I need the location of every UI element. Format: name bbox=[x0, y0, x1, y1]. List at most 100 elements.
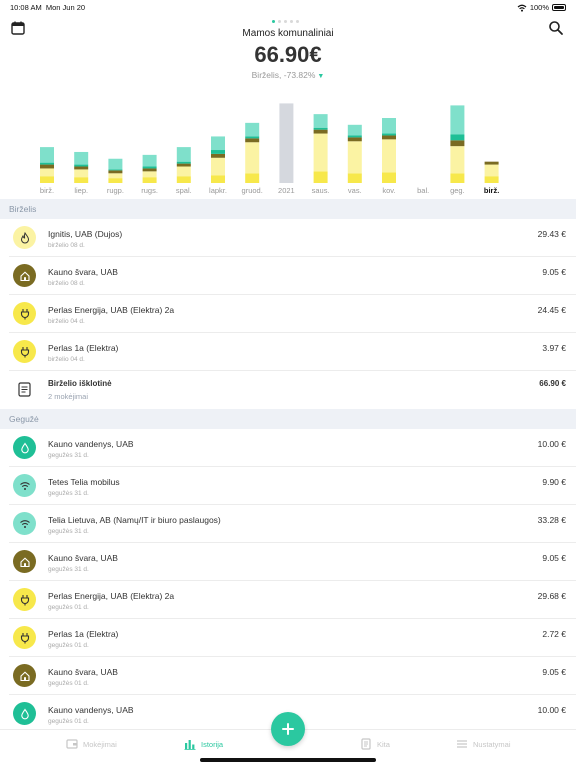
payment-row[interactable]: Kauno švara, UAB gegužės 31 d. 9.05 € bbox=[9, 543, 576, 581]
bar-segment[interactable] bbox=[40, 176, 54, 183]
tab-other[interactable]: Kita bbox=[360, 738, 390, 750]
bar-segment[interactable] bbox=[347, 173, 362, 183]
tab-settings[interactable]: Nustatymai bbox=[456, 738, 511, 750]
bar-segment[interactable] bbox=[382, 172, 396, 183]
payment-row[interactable]: Perlas 1a (Elektra) birželio 04 d. 3.97 € bbox=[9, 333, 576, 371]
bar-segment[interactable] bbox=[40, 168, 54, 177]
x-tick-label[interactable]: liep. bbox=[74, 186, 88, 195]
x-tick-label[interactable]: saus. bbox=[312, 186, 330, 195]
bar-segment[interactable] bbox=[211, 136, 225, 151]
bar-segment[interactable] bbox=[382, 139, 396, 173]
bar-segment[interactable] bbox=[74, 166, 89, 170]
add-payment-button[interactable] bbox=[271, 712, 305, 746]
bar-segment[interactable] bbox=[40, 147, 54, 163]
payment-row[interactable]: Tetes Telia mobilus gegužės 31 d. 9.90 € bbox=[9, 467, 576, 505]
tab-history[interactable]: Istorija bbox=[184, 738, 223, 750]
bar-segment[interactable] bbox=[245, 138, 260, 143]
payment-date: birželio 04 d. bbox=[48, 318, 85, 325]
bar-segment[interactable] bbox=[313, 129, 328, 134]
x-tick-label[interactable]: birž. bbox=[40, 186, 54, 195]
bar-segment[interactable] bbox=[211, 153, 225, 158]
bar-segment[interactable] bbox=[176, 161, 191, 164]
bar-segment[interactable] bbox=[142, 168, 157, 172]
bar-segment[interactable] bbox=[484, 161, 499, 165]
bar-segment[interactable] bbox=[142, 177, 157, 183]
payment-row[interactable]: Kauno švara, UAB birželio 08 d. 9.05 € bbox=[9, 257, 576, 295]
bar-segment[interactable] bbox=[245, 122, 260, 137]
payment-row[interactable]: Perlas 1a (Elektra) gegužės 01 d. 2.72 € bbox=[9, 619, 576, 657]
bar-segment[interactable] bbox=[108, 169, 123, 171]
bar-segment[interactable] bbox=[142, 166, 157, 169]
tab-payments[interactable]: Mokėjimai bbox=[66, 738, 117, 750]
bar-segment[interactable] bbox=[176, 176, 191, 183]
x-tick-label[interactable]: gruod. bbox=[242, 186, 263, 195]
bar-segment[interactable] bbox=[347, 124, 362, 136]
x-tick-label[interactable]: spal. bbox=[176, 186, 192, 195]
bar-segment[interactable] bbox=[108, 170, 123, 174]
bar-segment[interactable] bbox=[245, 142, 260, 174]
payment-date: gegužės 01 d. bbox=[48, 604, 89, 611]
bar-segment[interactable] bbox=[450, 146, 465, 174]
bar-segment[interactable] bbox=[313, 171, 328, 183]
x-tick-label[interactable]: birž. bbox=[484, 186, 499, 195]
bar-segment[interactable] bbox=[382, 118, 396, 134]
bar-segment[interactable] bbox=[142, 154, 157, 167]
payment-row[interactable]: Kauno vandenys, UAB gegužės 01 d. 10.00 € bbox=[9, 695, 576, 729]
bar-segment[interactable] bbox=[176, 163, 191, 167]
bar-segment[interactable] bbox=[40, 162, 54, 165]
bar-segment[interactable] bbox=[450, 134, 465, 141]
bar-segment[interactable] bbox=[211, 157, 225, 176]
x-tick-label[interactable]: vas. bbox=[348, 186, 362, 195]
account-title[interactable]: Mamos komunaliniai bbox=[242, 28, 334, 39]
bar-segment[interactable] bbox=[245, 136, 260, 139]
period-selector[interactable]: Birželis, -73.82% ▼ bbox=[0, 70, 576, 80]
bar-segment[interactable] bbox=[484, 176, 499, 183]
calendar-icon[interactable] bbox=[10, 20, 26, 36]
payment-row[interactable]: Kauno švara, UAB gegužės 01 d. 9.05 € bbox=[9, 657, 576, 695]
bar-segment[interactable] bbox=[245, 173, 260, 183]
x-tick-label[interactable]: lapkr. bbox=[209, 186, 227, 195]
bar-segment[interactable] bbox=[40, 164, 54, 169]
bar-segment[interactable] bbox=[142, 171, 157, 178]
payment-row[interactable]: Kauno vandenys, UAB gegužės 31 d. 10.00 € bbox=[9, 429, 576, 467]
bar-segment[interactable] bbox=[108, 173, 123, 179]
bar-segment[interactable] bbox=[347, 137, 362, 142]
x-tick-label[interactable]: rugp. bbox=[107, 186, 124, 195]
bar-segment[interactable] bbox=[382, 135, 396, 140]
x-tick-label[interactable]: geg. bbox=[450, 186, 465, 195]
payment-row[interactable]: Perlas Energija, UAB (Elektra) 2a gegužės… bbox=[9, 581, 576, 619]
bar-segment[interactable] bbox=[108, 178, 123, 183]
search-icon[interactable] bbox=[548, 20, 564, 36]
payment-row[interactable]: Perlas Energija, UAB (Elektra) 2a birželi… bbox=[9, 295, 576, 333]
bar-segment[interactable] bbox=[176, 147, 191, 162]
bar-segment[interactable] bbox=[74, 164, 89, 167]
bar-segment[interactable] bbox=[450, 173, 465, 183]
x-tick-label[interactable]: rugs. bbox=[141, 186, 158, 195]
bar-segment[interactable] bbox=[313, 114, 328, 128]
bar-segment[interactable] bbox=[450, 105, 465, 135]
bar-segment[interactable] bbox=[347, 135, 362, 138]
x-tick-label[interactable]: kov. bbox=[382, 186, 395, 195]
bar-segment[interactable] bbox=[74, 169, 89, 178]
page-indicator[interactable] bbox=[272, 20, 299, 23]
bar-segment[interactable] bbox=[313, 127, 328, 130]
month-summary-row[interactable]: Birželio išklotinė 2 mokėjimai 66.90 € bbox=[9, 371, 576, 409]
bar-segment[interactable] bbox=[347, 141, 362, 174]
bar-segment[interactable] bbox=[484, 164, 499, 177]
bar-segment[interactable] bbox=[108, 158, 123, 170]
x-tick-label[interactable]: bal. bbox=[417, 186, 429, 195]
bar-segment[interactable] bbox=[382, 133, 396, 136]
bar-segment[interactable] bbox=[176, 166, 191, 177]
bar-segment[interactable] bbox=[211, 175, 225, 183]
bar-segment[interactable] bbox=[211, 150, 225, 154]
payee-name: Ignitis, UAB (Dujos) bbox=[48, 229, 123, 239]
bar-segment[interactable] bbox=[74, 151, 89, 165]
bar-segment[interactable] bbox=[313, 133, 328, 172]
payee-name: Kauno vandenys, UAB bbox=[48, 439, 134, 449]
bar-segment[interactable] bbox=[74, 177, 89, 183]
flame-icon bbox=[13, 226, 36, 249]
payment-row[interactable]: Telia Lietuva, AB (Namų/IT ir biuro pasl… bbox=[9, 505, 576, 543]
bar-segment[interactable] bbox=[450, 140, 465, 147]
payment-row[interactable]: Ignitis, UAB (Dujos) birželio 08 d. 29.43 … bbox=[9, 219, 576, 257]
x-tick-label[interactable]: 2021 bbox=[278, 186, 295, 195]
